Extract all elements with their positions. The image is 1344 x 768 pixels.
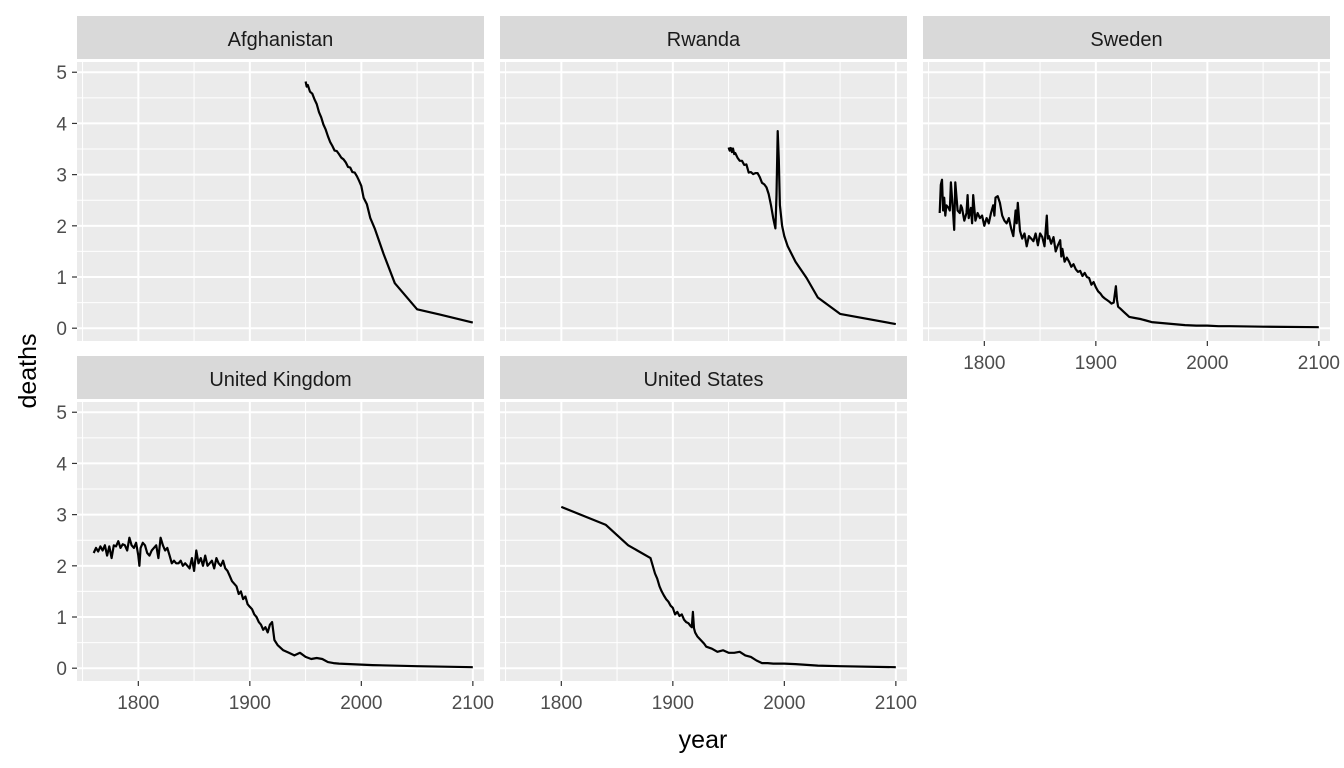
plot-area-united-states	[500, 402, 907, 681]
series-line-united-states	[560, 505, 896, 669]
x-tick-label: 1900	[229, 693, 271, 714]
x-tick-label: 2100	[875, 693, 917, 714]
panel-rwanda: Rwanda	[500, 16, 907, 341]
y-tick-label: 1	[56, 608, 67, 629]
panels-layer: Afghanistan 0 1 2 3 4 5 Rwanda Sweden 1800 1900 200…	[56, 16, 1340, 714]
series-line-united-kingdom	[92, 536, 473, 669]
y-tick-label: 4	[56, 454, 67, 475]
series-line-sweden	[938, 178, 1319, 329]
y-tick-label: 4	[56, 114, 67, 135]
strip-rwanda	[500, 16, 907, 59]
y-tick-label: 1	[56, 268, 67, 289]
strip-label-afghanistan: Afghanistan	[228, 29, 334, 51]
strip-afghanistan	[77, 16, 484, 59]
x-tick-label: 1800	[540, 693, 582, 714]
y-tick-label: 5	[56, 403, 67, 424]
x-tick-label: 2000	[1186, 353, 1228, 374]
strip-label-united-states: United States	[643, 369, 763, 391]
y-tick-label: 2	[56, 217, 67, 238]
y-tick-label: 3	[56, 166, 67, 187]
x-tick-label: 2000	[763, 693, 805, 714]
strip-united-kingdom	[77, 356, 484, 399]
x-tick-label: 1800	[963, 353, 1005, 374]
plot-area-rwanda	[500, 62, 907, 341]
x-tick-label: 1900	[652, 693, 694, 714]
strip-label-united-kingdom: United Kingdom	[209, 369, 351, 391]
series-line-afghanistan	[304, 81, 474, 324]
x-tick-label: 2100	[452, 693, 494, 714]
x-tick-label: 2100	[1298, 353, 1340, 374]
plot-area-sweden	[923, 62, 1330, 341]
strip-sweden	[923, 16, 1330, 59]
panel-sweden: Sweden 1800 1900 2000 2100	[923, 16, 1340, 374]
y-tick-label: 5	[56, 63, 67, 84]
y-axis-title: deaths	[14, 333, 42, 408]
x-tick-label: 1900	[1075, 353, 1117, 374]
plot-area-afghanistan	[77, 62, 484, 341]
plot-area-united-kingdom	[77, 402, 484, 681]
strip-united-states	[500, 356, 907, 399]
y-tick-label: 0	[56, 659, 67, 680]
panel-afghanistan: Afghanistan 0 1 2 3 4 5	[56, 16, 484, 341]
y-tick-label: 0	[56, 319, 67, 340]
strip-label-sweden: Sweden	[1090, 29, 1162, 51]
series-line-rwanda	[727, 130, 896, 326]
x-tick-label: 1800	[117, 693, 159, 714]
x-tick-label: 2000	[340, 693, 382, 714]
y-tick-label: 2	[56, 557, 67, 578]
x-axis-title: year	[679, 726, 728, 754]
panel-united-states: United States 1800 1900 2000 2100	[500, 356, 917, 714]
y-tick-label: 3	[56, 506, 67, 527]
strip-label-rwanda: Rwanda	[667, 29, 741, 51]
panel-united-kingdom: United Kingdom 0 1 2 3 4 5 1800 1900 2000 2100	[56, 356, 494, 714]
